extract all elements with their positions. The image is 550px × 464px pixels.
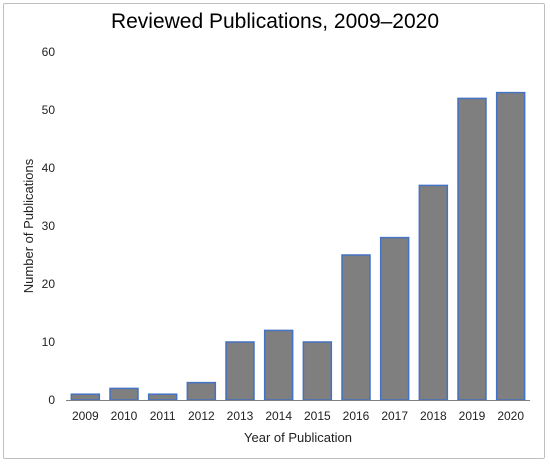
bar-2012 [186, 381, 217, 401]
y-tick-label: 10 [42, 335, 56, 349]
bar-2019 [457, 97, 487, 401]
x-tick-label: 2011 [150, 409, 176, 423]
x-tick-label: 2014 [265, 409, 292, 423]
x-tick-label: 2019 [459, 409, 486, 423]
x-tick-label: 2010 [111, 409, 138, 423]
x-tick-label: 2015 [304, 409, 331, 423]
x-tick-label: 2016 [343, 409, 370, 423]
x-axis-ticks: 2009 2010 2011 2012 2013 2014 2015 2016 2017 2018… [72, 409, 524, 423]
y-axis-ticks: 0 10 20 30 40 50 60 [42, 45, 56, 407]
x-tick-label: 2012 [188, 409, 215, 423]
bar-2015 [302, 341, 333, 401]
bars [70, 91, 526, 401]
bar-2017 [379, 236, 410, 401]
x-tick-label: 2020 [497, 409, 524, 423]
bar-2018 [418, 184, 449, 401]
bar-2011 [147, 393, 178, 401]
x-axis-label: Year of Publication [244, 430, 352, 445]
y-tick-label: 0 [48, 393, 55, 407]
bar-2016 [341, 254, 371, 401]
bar-2020 [495, 91, 526, 401]
bar-2014 [263, 329, 294, 401]
x-tick-label: 2017 [381, 409, 408, 423]
x-tick-label: 2013 [227, 409, 254, 423]
y-tick-label: 20 [42, 277, 56, 291]
x-tick-label: 2009 [72, 409, 99, 423]
bar-2013 [225, 341, 255, 401]
y-tick-label: 50 [42, 103, 56, 117]
y-tick-label: 30 [42, 219, 56, 233]
x-tick-label: 2018 [420, 409, 447, 423]
y-axis-label: Number of Publications [21, 158, 36, 293]
bar-2010 [109, 387, 139, 401]
bar-2009 [70, 393, 101, 401]
y-tick-label: 60 [42, 45, 56, 59]
y-tick-label: 40 [42, 161, 56, 175]
chart-title: Reviewed Publications, 2009–2020 [110, 10, 440, 33]
